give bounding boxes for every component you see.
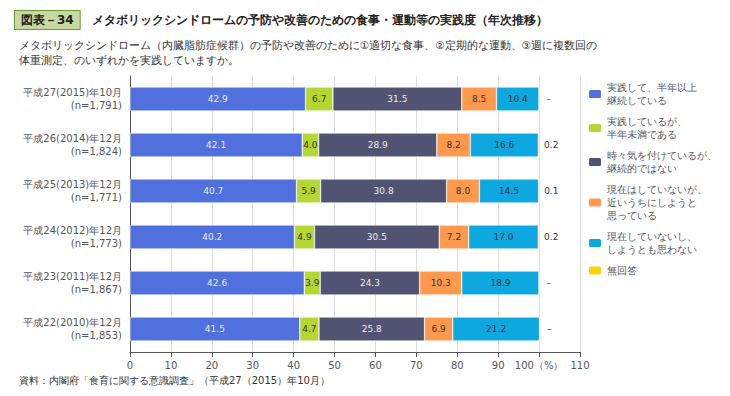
svg-text:近いうちにしようと: 近いうちにしようと — [607, 197, 697, 208]
svg-text:60: 60 — [369, 360, 382, 371]
svg-text:6.7: 6.7 — [312, 94, 326, 104]
svg-text:42.6: 42.6 — [207, 278, 227, 288]
svg-text:80: 80 — [451, 360, 464, 371]
svg-text:110: 110 — [570, 360, 589, 371]
svg-text:図表－34: 図表－34 — [21, 13, 74, 27]
svg-text:平成26(2014)年12月: 平成26(2014)年12月 — [23, 133, 122, 144]
svg-text:100（%）: 100（%） — [515, 360, 564, 371]
svg-text:90: 90 — [492, 360, 505, 371]
svg-text:半年未満である: 半年未満である — [607, 129, 677, 140]
svg-text:50: 50 — [328, 360, 341, 371]
svg-text:時々気を付けているが、: 時々気を付けているが、 — [607, 150, 717, 161]
svg-text:4.9: 4.9 — [297, 232, 312, 242]
svg-text:30.8: 30.8 — [374, 186, 394, 196]
svg-text:0.1: 0.1 — [544, 186, 558, 196]
svg-text:10: 10 — [165, 360, 178, 371]
svg-text:実践して、半年以上: 実践して、半年以上 — [607, 82, 697, 93]
svg-text:(n=1,773): (n=1,773) — [71, 238, 122, 249]
svg-text:資料：内閣府「食育に関する意識調査」（平成27（2015）年: 資料：内閣府「食育に関する意識調査」（平成27（2015）年10月） — [19, 375, 330, 386]
svg-text:平成23(2011)年12月: 平成23(2011)年12月 — [23, 271, 122, 282]
svg-text:42.1: 42.1 — [206, 140, 226, 150]
svg-text:17.0: 17.0 — [493, 232, 513, 242]
svg-text:継続している: 継続している — [606, 95, 667, 106]
svg-text:現在していないし、: 現在していないし、 — [607, 231, 697, 242]
svg-text:体重測定、のいずれかを実践していますか。: 体重測定、のいずれかを実践していますか。 — [19, 54, 239, 67]
svg-text:0: 0 — [127, 360, 133, 371]
svg-text:－: － — [545, 324, 554, 334]
svg-text:10.3: 10.3 — [431, 278, 451, 288]
svg-text:4.0: 4.0 — [303, 140, 318, 150]
svg-text:5.9: 5.9 — [301, 186, 316, 196]
svg-text:3.9: 3.9 — [305, 278, 320, 288]
svg-text:8.0: 8.0 — [456, 186, 471, 196]
svg-text:31.5: 31.5 — [387, 94, 407, 104]
svg-text:平成25(2013)年12月: 平成25(2013)年12月 — [23, 179, 122, 190]
svg-text:4.7: 4.7 — [302, 324, 316, 334]
svg-text:41.5: 41.5 — [205, 324, 225, 334]
svg-text:(n=1,867): (n=1,867) — [71, 284, 122, 295]
svg-text:思っている: 思っている — [606, 210, 657, 221]
svg-text:20: 20 — [205, 360, 218, 371]
svg-text:21.2: 21.2 — [486, 324, 506, 334]
svg-text:(n=1,824): (n=1,824) — [71, 146, 122, 157]
svg-text:しようとも思わない: しようとも思わない — [607, 244, 697, 255]
svg-text:70: 70 — [410, 360, 423, 371]
svg-text:25.8: 25.8 — [362, 324, 382, 334]
svg-text:現在はしていないが、: 現在はしていないが、 — [607, 184, 707, 195]
svg-text:42.9: 42.9 — [208, 94, 228, 104]
svg-text:継続的ではない: 継続的ではない — [606, 163, 677, 174]
svg-text:14.5: 14.5 — [499, 186, 519, 196]
svg-text:平成22(2010)年12月: 平成22(2010)年12月 — [23, 317, 122, 328]
svg-text:(n=1,791): (n=1,791) — [71, 100, 122, 111]
svg-text:7.2: 7.2 — [447, 232, 461, 242]
svg-text:－: － — [544, 94, 553, 104]
svg-text:実践しているが、: 実践しているが、 — [607, 116, 687, 127]
svg-text:16.6: 16.6 — [494, 140, 514, 150]
svg-text:18.9: 18.9 — [490, 278, 510, 288]
svg-text:メタボリックシンドローム（内臓脂肪症候群）の予防や改善のため: メタボリックシンドローム（内臓脂肪症候群）の予防や改善のために①適切な食事、②定… — [19, 39, 597, 51]
svg-text:0.2: 0.2 — [544, 140, 558, 150]
svg-text:(n=1,771): (n=1,771) — [71, 192, 122, 203]
svg-text:30: 30 — [246, 360, 259, 371]
svg-text:40.7: 40.7 — [203, 186, 223, 196]
svg-text:無回答: 無回答 — [607, 265, 637, 276]
svg-text:(n=1,853): (n=1,853) — [71, 330, 122, 341]
svg-text:8.5: 8.5 — [472, 94, 486, 104]
svg-text:0.2: 0.2 — [544, 232, 558, 242]
svg-text:28.9: 28.9 — [368, 140, 388, 150]
svg-text:メタボリックシンドロームの予防や改善のための食事・運動等の実: メタボリックシンドロームの予防や改善のための食事・運動等の実践度（年次推移） — [92, 13, 548, 27]
svg-text:10.4: 10.4 — [508, 94, 528, 104]
svg-text:40.2: 40.2 — [202, 232, 222, 242]
svg-text:30.5: 30.5 — [367, 232, 387, 242]
svg-text:－: － — [544, 278, 553, 288]
svg-text:平成24(2012)年12月: 平成24(2012)年12月 — [23, 225, 122, 236]
svg-text:6.9: 6.9 — [431, 324, 446, 334]
svg-text:24.3: 24.3 — [360, 278, 380, 288]
svg-text:平成27(2015)年10月: 平成27(2015)年10月 — [23, 87, 122, 98]
svg-text:8.2: 8.2 — [446, 140, 460, 150]
svg-text:40: 40 — [287, 360, 300, 371]
